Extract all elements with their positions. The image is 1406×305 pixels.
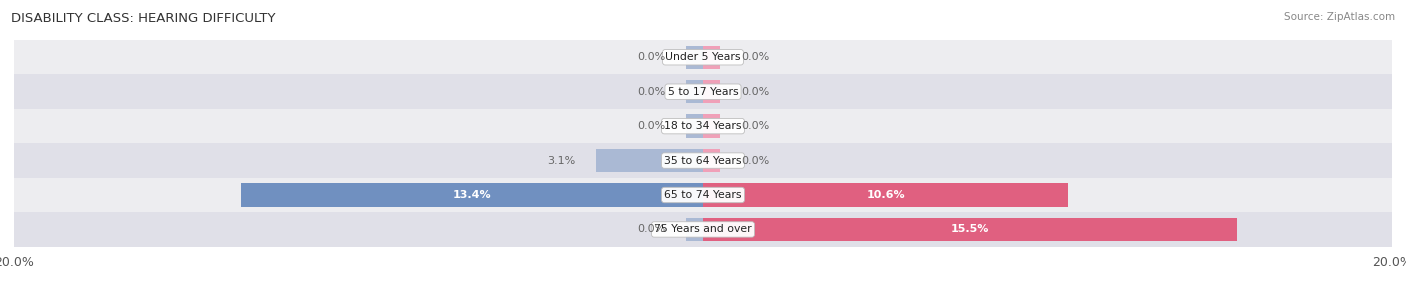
Bar	[703, 149, 720, 172]
Bar	[703, 45, 720, 69]
Bar	[14, 143, 1392, 178]
Text: 5 to 17 Years: 5 to 17 Years	[668, 87, 738, 97]
Text: 75 Years and over: 75 Years and over	[654, 224, 752, 235]
Text: 0.0%: 0.0%	[741, 156, 769, 166]
Text: 35 to 64 Years: 35 to 64 Years	[664, 156, 742, 166]
Text: 0.0%: 0.0%	[741, 52, 769, 62]
Bar	[14, 109, 1392, 143]
Bar	[703, 80, 720, 103]
Text: Under 5 Years: Under 5 Years	[665, 52, 741, 62]
Text: Source: ZipAtlas.com: Source: ZipAtlas.com	[1284, 12, 1395, 22]
Text: 0.0%: 0.0%	[637, 87, 665, 97]
Text: 0.0%: 0.0%	[741, 121, 769, 131]
Bar	[703, 218, 1237, 241]
Bar	[14, 178, 1392, 212]
Bar	[242, 183, 703, 207]
Text: 0.0%: 0.0%	[637, 121, 665, 131]
Text: 0.0%: 0.0%	[637, 52, 665, 62]
Bar	[686, 45, 703, 69]
Legend: Male, Female: Male, Female	[631, 303, 775, 305]
Text: 0.0%: 0.0%	[741, 87, 769, 97]
Bar	[686, 114, 703, 138]
Bar	[703, 114, 720, 138]
Bar	[14, 74, 1392, 109]
Bar	[596, 149, 703, 172]
Bar	[686, 218, 703, 241]
Bar	[14, 40, 1392, 74]
Bar	[14, 212, 1392, 247]
Bar	[703, 183, 1069, 207]
Text: 18 to 34 Years: 18 to 34 Years	[664, 121, 742, 131]
Text: 13.4%: 13.4%	[453, 190, 492, 200]
Text: DISABILITY CLASS: HEARING DIFFICULTY: DISABILITY CLASS: HEARING DIFFICULTY	[11, 12, 276, 25]
Text: 0.0%: 0.0%	[637, 224, 665, 235]
Text: 65 to 74 Years: 65 to 74 Years	[664, 190, 742, 200]
Text: 3.1%: 3.1%	[547, 156, 575, 166]
Text: 15.5%: 15.5%	[950, 224, 990, 235]
Text: 10.6%: 10.6%	[866, 190, 905, 200]
Bar	[686, 80, 703, 103]
